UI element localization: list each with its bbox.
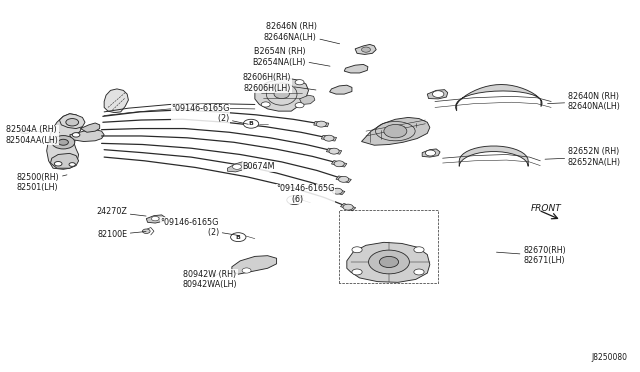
Text: 82504A (RH)
82504AA(LH): 82504A (RH) 82504AA(LH) — [6, 125, 60, 145]
Circle shape — [72, 133, 80, 137]
Polygon shape — [81, 123, 100, 132]
Circle shape — [69, 163, 76, 166]
Circle shape — [414, 247, 424, 253]
Polygon shape — [47, 114, 83, 169]
Text: 82606H(RH)
82606H(LH): 82606H(RH) 82606H(LH) — [243, 73, 316, 93]
Text: 24270Z: 24270Z — [96, 208, 146, 217]
Polygon shape — [428, 90, 448, 99]
Polygon shape — [147, 215, 166, 223]
Circle shape — [143, 229, 150, 234]
Circle shape — [339, 176, 349, 182]
Circle shape — [66, 119, 79, 126]
Circle shape — [332, 188, 342, 194]
Text: B: B — [236, 235, 241, 240]
Circle shape — [295, 80, 304, 85]
Text: 82670(RH)
82671(LH): 82670(RH) 82671(LH) — [497, 246, 566, 265]
Text: °09146-6165G
      (2): °09146-6165G (2) — [171, 104, 248, 124]
Polygon shape — [232, 256, 276, 274]
Polygon shape — [422, 149, 440, 157]
Circle shape — [334, 161, 344, 167]
Polygon shape — [460, 146, 528, 166]
Text: °09146-6165G
      (2): °09146-6165G (2) — [161, 218, 239, 237]
Text: FRONT: FRONT — [531, 204, 561, 213]
Circle shape — [324, 135, 334, 141]
Circle shape — [54, 161, 62, 166]
Circle shape — [243, 119, 259, 128]
Circle shape — [343, 204, 353, 210]
Circle shape — [433, 91, 444, 97]
Polygon shape — [344, 64, 368, 73]
Text: B: B — [248, 121, 253, 126]
Polygon shape — [330, 187, 345, 195]
Circle shape — [242, 268, 251, 273]
Polygon shape — [336, 176, 351, 183]
Polygon shape — [321, 135, 337, 141]
Text: 82652N (RH)
82652NA(LH): 82652N (RH) 82652NA(LH) — [545, 147, 621, 167]
Text: °09146-6165G
      (6): °09146-6165G (6) — [276, 185, 335, 204]
Polygon shape — [340, 203, 356, 211]
Text: 82640N (RH)
82640NA(LH): 82640N (RH) 82640NA(LH) — [548, 92, 621, 111]
Circle shape — [261, 102, 270, 107]
Polygon shape — [362, 118, 430, 145]
Polygon shape — [255, 78, 308, 111]
Circle shape — [352, 269, 362, 275]
Text: 82500(RH)
82501(LH): 82500(RH) 82501(LH) — [17, 173, 67, 192]
Circle shape — [230, 233, 246, 241]
Polygon shape — [227, 162, 246, 172]
Circle shape — [384, 125, 407, 138]
Circle shape — [362, 47, 371, 52]
Polygon shape — [314, 121, 329, 127]
Polygon shape — [104, 89, 129, 113]
Text: J8250080: J8250080 — [592, 353, 628, 362]
Circle shape — [352, 247, 362, 253]
Text: B0674M: B0674M — [242, 162, 275, 171]
Circle shape — [414, 269, 424, 275]
Circle shape — [232, 164, 241, 169]
Circle shape — [316, 121, 326, 127]
Polygon shape — [332, 161, 347, 167]
Text: 82646N (RH)
82646NA(LH): 82646N (RH) 82646NA(LH) — [264, 22, 340, 44]
Polygon shape — [300, 95, 315, 105]
Polygon shape — [326, 148, 342, 154]
Circle shape — [58, 139, 68, 145]
Text: B: B — [292, 198, 297, 203]
Circle shape — [369, 250, 410, 274]
Circle shape — [329, 148, 339, 154]
Text: 82100E: 82100E — [97, 230, 146, 240]
Circle shape — [287, 196, 302, 205]
Circle shape — [380, 256, 399, 267]
Circle shape — [295, 103, 304, 108]
Text: 80942W (RH)
80942WA(LH): 80942W (RH) 80942WA(LH) — [182, 270, 237, 289]
Circle shape — [52, 136, 75, 149]
Text: B2654N (RH)
B2654NA(LH): B2654N (RH) B2654NA(LH) — [252, 47, 330, 67]
Circle shape — [426, 150, 436, 156]
Circle shape — [20, 129, 29, 134]
Polygon shape — [51, 153, 79, 168]
Circle shape — [274, 90, 289, 99]
Polygon shape — [355, 44, 376, 54]
Polygon shape — [347, 242, 430, 282]
Polygon shape — [330, 85, 352, 94]
Circle shape — [152, 217, 159, 221]
Polygon shape — [456, 84, 542, 111]
Polygon shape — [70, 130, 104, 141]
Polygon shape — [60, 114, 85, 129]
